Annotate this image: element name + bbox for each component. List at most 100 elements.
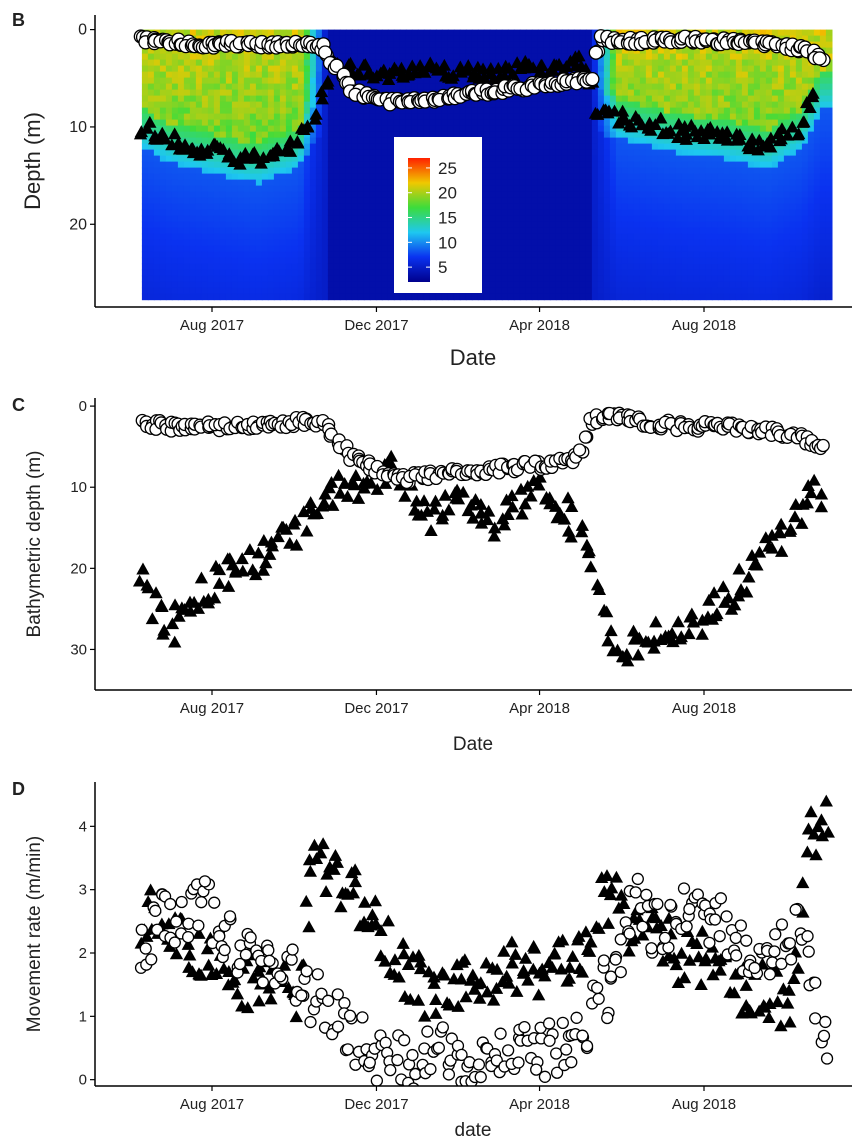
heat-cell bbox=[279, 101, 287, 109]
heat-cell bbox=[411, 293, 419, 301]
heat-cell bbox=[165, 191, 173, 199]
heat-cell bbox=[753, 263, 761, 271]
heat-cell bbox=[357, 53, 365, 61]
heat-cell bbox=[801, 275, 809, 283]
heat-cell bbox=[573, 149, 581, 157]
heat-cell bbox=[177, 281, 185, 289]
heat-cell bbox=[309, 137, 317, 145]
heat-cell bbox=[711, 53, 719, 61]
heat-cell bbox=[345, 119, 353, 127]
heat-cell bbox=[333, 191, 341, 199]
heat-cell bbox=[705, 227, 713, 235]
heat-cell bbox=[315, 239, 323, 247]
heat-cell bbox=[243, 143, 251, 151]
heat-cell bbox=[633, 197, 641, 205]
heat-cell bbox=[681, 269, 689, 277]
heat-cell bbox=[261, 269, 269, 277]
heat-cell bbox=[651, 167, 659, 175]
heat-cell bbox=[801, 257, 809, 265]
heat-cell bbox=[519, 77, 527, 85]
heat-cell bbox=[705, 221, 713, 229]
heat-cell bbox=[729, 125, 737, 133]
heat-cell bbox=[267, 137, 275, 145]
heat-cell bbox=[447, 125, 455, 133]
heat-cell bbox=[483, 245, 491, 253]
heat-cell bbox=[351, 113, 359, 121]
heat-cell bbox=[525, 137, 533, 145]
heat-cell bbox=[567, 107, 575, 115]
heat-cell bbox=[495, 107, 503, 115]
heat-cell bbox=[597, 227, 605, 235]
heat-cell bbox=[201, 113, 209, 121]
heat-cell bbox=[153, 191, 161, 199]
heat-cell bbox=[525, 263, 533, 271]
heat-cell bbox=[141, 281, 149, 289]
heat-cell bbox=[627, 287, 635, 295]
heat-cell bbox=[483, 101, 491, 109]
heat-cell bbox=[285, 245, 293, 253]
heat-cell bbox=[555, 209, 563, 217]
heat-cell bbox=[615, 185, 623, 193]
heat-cell bbox=[795, 263, 803, 271]
heat-cell bbox=[669, 191, 677, 199]
heat-cell bbox=[351, 161, 359, 169]
heat-cell bbox=[765, 179, 773, 187]
heat-cell bbox=[705, 203, 713, 211]
heat-cell bbox=[531, 107, 539, 115]
heat-cell bbox=[309, 251, 317, 259]
heat-cell bbox=[519, 257, 527, 265]
heat-cell bbox=[561, 179, 569, 187]
heat-cell bbox=[171, 251, 179, 259]
heat-cell bbox=[783, 29, 791, 37]
heat-cell bbox=[627, 185, 635, 193]
heat-cell bbox=[207, 263, 215, 271]
heat-cell bbox=[411, 29, 419, 37]
heat-cell bbox=[615, 161, 623, 169]
heat-cell bbox=[627, 209, 635, 217]
heat-cell bbox=[351, 257, 359, 265]
heat-cell bbox=[429, 47, 437, 55]
heat-cell bbox=[573, 143, 581, 151]
heat-cell bbox=[159, 287, 167, 295]
heat-cell bbox=[789, 281, 797, 289]
heat-cell bbox=[189, 119, 197, 127]
heat-cell bbox=[339, 173, 347, 181]
heat-cell bbox=[723, 209, 731, 217]
heat-cell bbox=[261, 59, 269, 67]
heat-cell bbox=[591, 59, 599, 67]
heat-cell bbox=[387, 215, 395, 223]
heat-cell bbox=[789, 173, 797, 181]
heat-cell bbox=[795, 287, 803, 295]
heat-cell bbox=[537, 287, 545, 295]
heat-cell bbox=[159, 107, 167, 115]
heat-cell bbox=[273, 209, 281, 217]
heat-cell bbox=[483, 107, 491, 115]
heat-cell bbox=[699, 65, 707, 73]
heat-cell bbox=[795, 221, 803, 229]
heat-cell bbox=[543, 95, 551, 103]
heat-cell bbox=[375, 113, 383, 121]
heat-cell bbox=[801, 239, 809, 247]
heat-cell bbox=[237, 269, 245, 277]
heat-cell bbox=[393, 125, 401, 133]
heat-cell bbox=[333, 29, 341, 37]
heat-cell bbox=[609, 161, 617, 169]
heat-cell bbox=[615, 221, 623, 229]
heat-cell bbox=[771, 71, 779, 79]
heat-cell bbox=[681, 185, 689, 193]
heat-cell bbox=[231, 149, 239, 157]
heat-cell bbox=[597, 77, 605, 85]
heat-cell bbox=[261, 179, 269, 187]
heat-cell bbox=[189, 53, 197, 61]
heat-cell bbox=[381, 263, 389, 271]
heat-cell bbox=[267, 203, 275, 211]
heat-cell bbox=[513, 197, 521, 205]
heat-cell bbox=[621, 95, 629, 103]
heat-cell bbox=[741, 221, 749, 229]
heat-cell bbox=[795, 35, 803, 43]
heat-cell bbox=[501, 257, 509, 265]
heat-cell bbox=[165, 77, 173, 85]
heat-cell bbox=[561, 245, 569, 253]
heat-cell bbox=[357, 101, 365, 109]
heat-cell bbox=[561, 221, 569, 229]
